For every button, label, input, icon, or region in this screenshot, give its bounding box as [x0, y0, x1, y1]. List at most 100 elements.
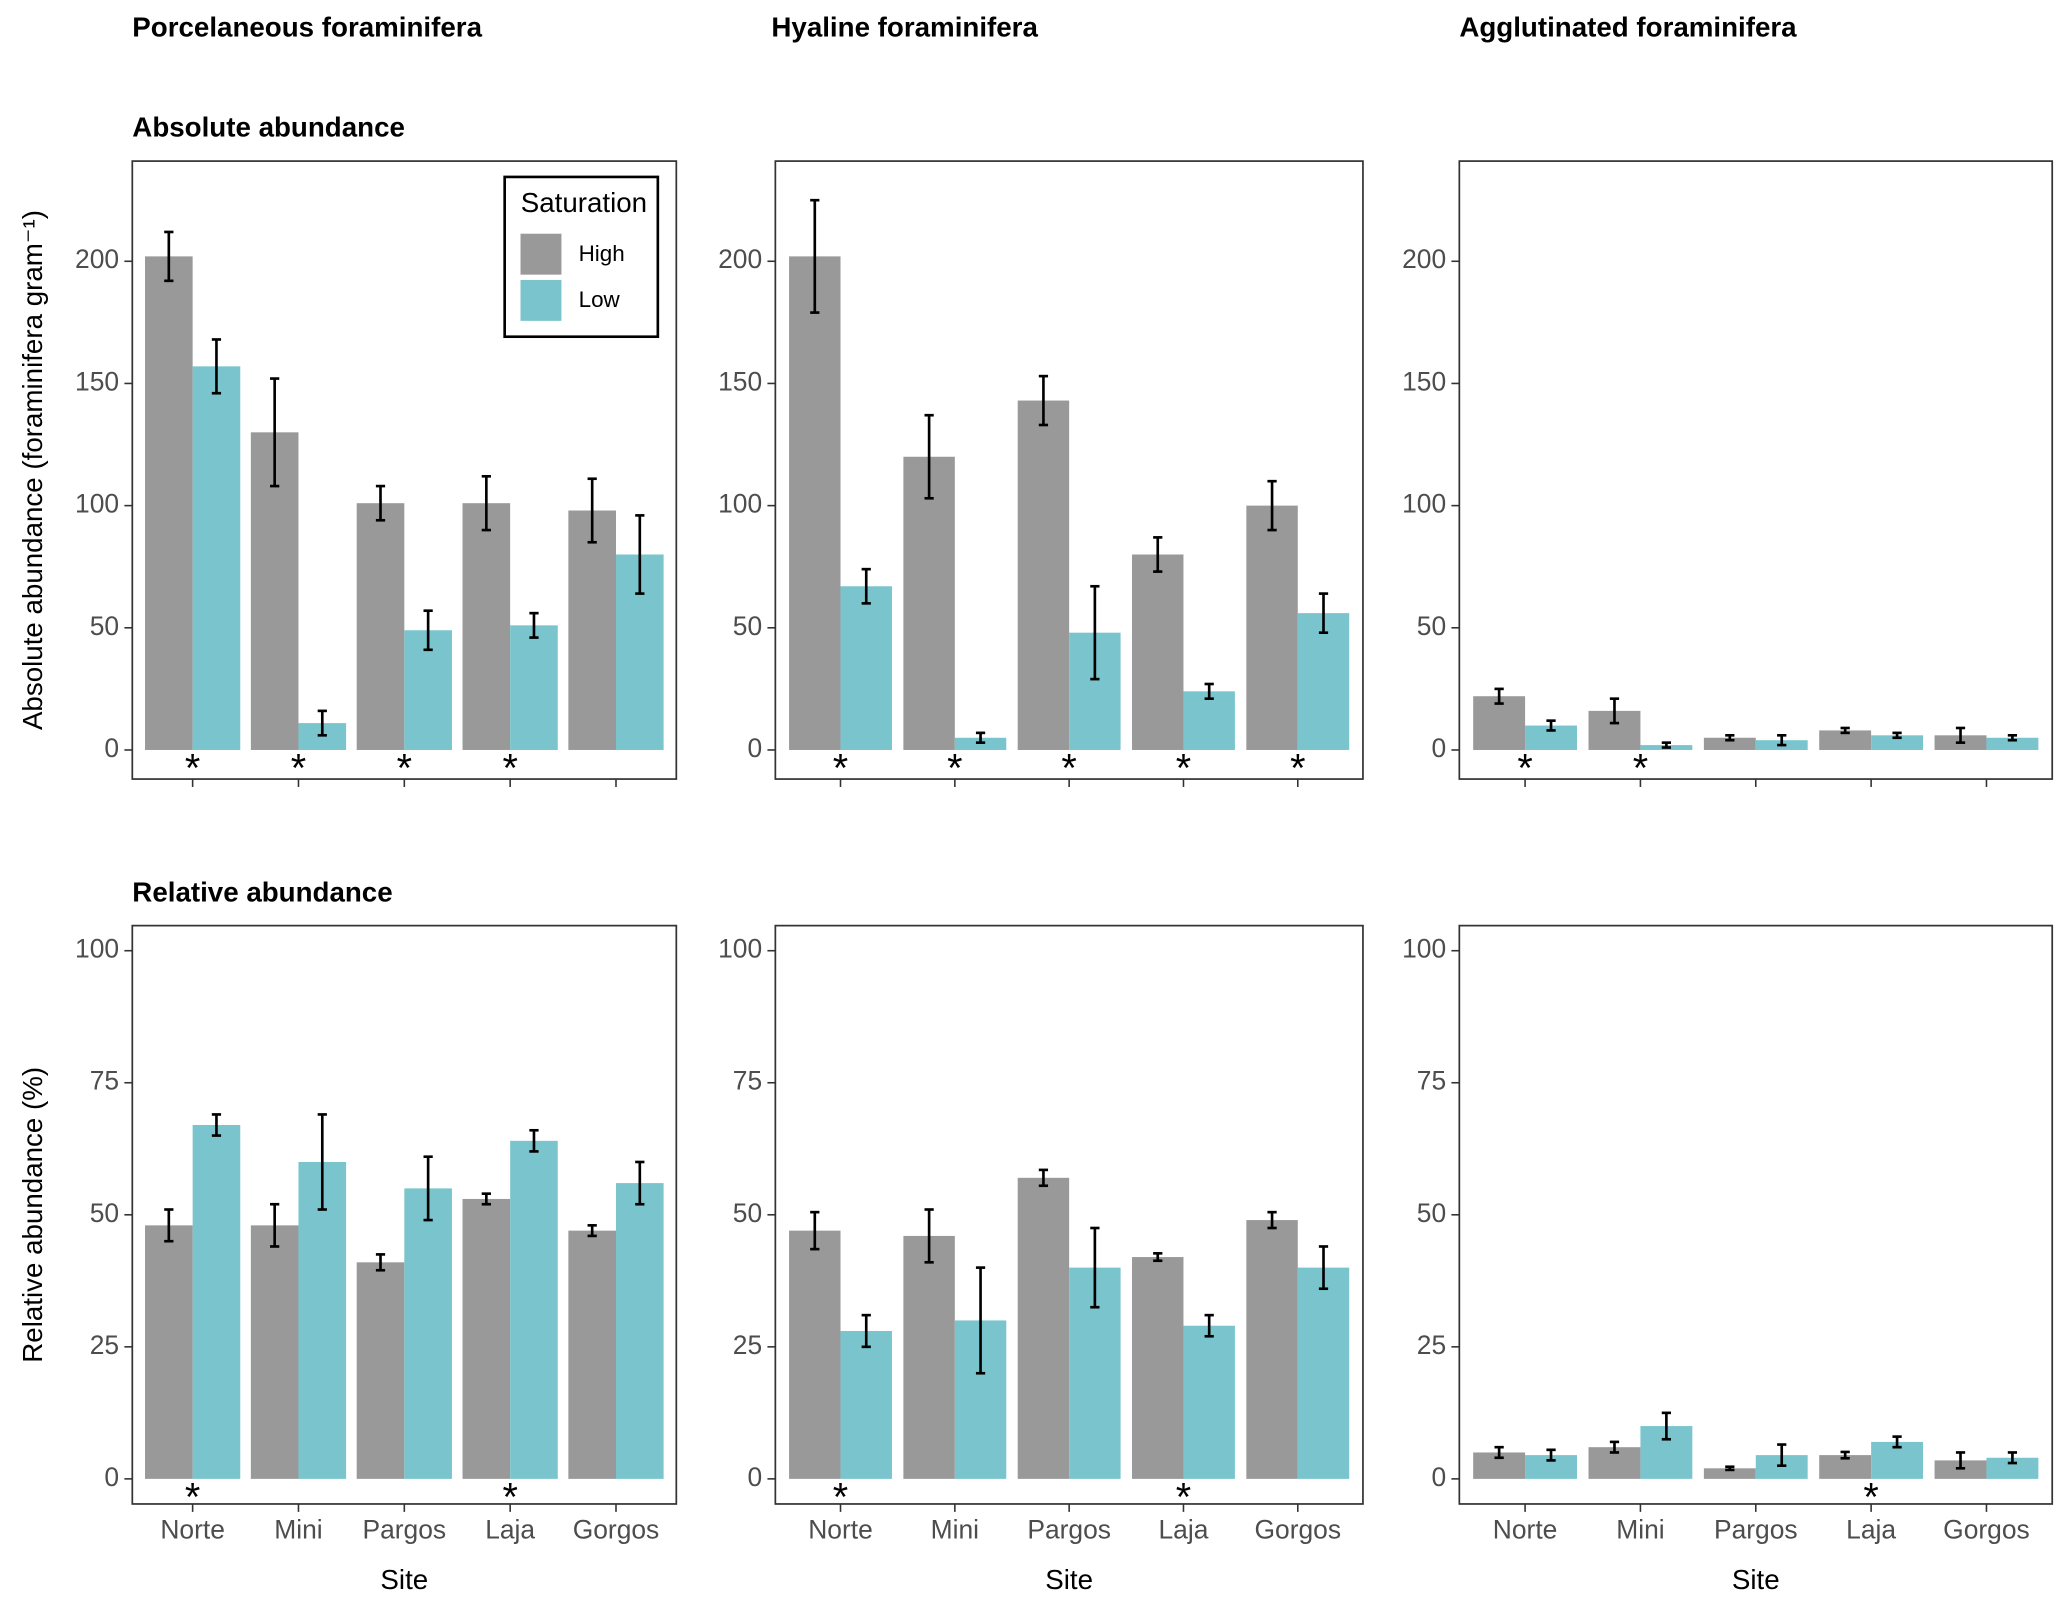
error-bar: [1609, 697, 1620, 725]
panel-border: [774, 924, 1364, 1505]
y-tick-label: 25: [1417, 1330, 1446, 1360]
bar: [1525, 1455, 1577, 1479]
error-bar: [1267, 479, 1277, 532]
legend-label: Low: [579, 287, 621, 312]
significance-marker: *: [1176, 1475, 1191, 1519]
bar: [840, 1330, 892, 1479]
legend-label: High: [579, 241, 625, 266]
significance-marker: *: [833, 1475, 848, 1519]
significance-marker: *: [397, 747, 412, 791]
y-tick-label: 200: [1402, 244, 1446, 274]
x-tick-label: Laja: [1159, 1515, 1209, 1545]
bar: [1183, 691, 1235, 750]
y-tick-label: 200: [718, 244, 762, 274]
x-tick-label: Norte: [160, 1515, 225, 1545]
significance-marker: *: [1863, 1475, 1878, 1519]
bar: [1297, 1267, 1350, 1479]
bar: [840, 586, 892, 750]
bar: [1017, 1177, 1070, 1479]
error-bar: [635, 514, 645, 595]
y-axis-label: Absolute abundance (foraminifera gram⁻¹): [17, 210, 48, 730]
panel-border: [131, 160, 678, 780]
y-tick-label: 50: [733, 1198, 762, 1228]
significance-marker: *: [185, 1475, 200, 1519]
error-bar: [810, 198, 820, 314]
bar: [1986, 737, 2039, 750]
error-bar: [1840, 1450, 1850, 1460]
significance-marker: *: [1061, 747, 1076, 791]
error-bar: [1777, 733, 1787, 747]
error-bar: [975, 731, 986, 744]
error-bar: [481, 474, 491, 532]
bar: [1473, 696, 1526, 750]
y-tick-label: 0: [104, 1462, 119, 1492]
x-tick-label: Mini: [1616, 1515, 1664, 1545]
bar: [145, 1225, 193, 1479]
error-bar: [423, 1155, 433, 1222]
bar: [568, 510, 616, 750]
bar: [789, 1230, 841, 1479]
bar: [1246, 505, 1298, 750]
bar: [250, 1225, 299, 1479]
error-bar: [1318, 1245, 1329, 1291]
error-bar: [1777, 1443, 1787, 1467]
x-axis-label: Site: [380, 1564, 428, 1595]
y-tick-label: 0: [104, 733, 119, 763]
bar: [903, 1235, 955, 1479]
error-bar: [1892, 1435, 1902, 1449]
error-bar: [317, 709, 327, 737]
error-bar: [529, 611, 539, 639]
bar: [615, 1183, 664, 1479]
error-bar: [924, 1208, 934, 1264]
y-tick-label: 100: [1402, 489, 1446, 519]
error-bar: [317, 1113, 327, 1211]
y-tick-label: 200: [75, 244, 119, 274]
error-bar: [1546, 1448, 1556, 1462]
error-bar: [423, 609, 433, 652]
x-tick-label: Laja: [485, 1515, 535, 1545]
y-tick-label: 75: [733, 1066, 762, 1096]
error-bar: [924, 413, 934, 500]
bar: [462, 1198, 511, 1479]
error-bar: [1038, 1168, 1049, 1188]
bar: [1819, 1455, 1872, 1479]
y-tick-label: 100: [718, 934, 762, 964]
y-tick-label: 150: [718, 366, 762, 396]
panel-border: [1458, 924, 2054, 1505]
column-title: Hyaline foraminifera: [771, 11, 1038, 42]
row-title: Relative abundance: [132, 876, 392, 907]
y-tick-label: 25: [733, 1330, 762, 1360]
significance-marker: *: [947, 747, 962, 791]
error-bar: [861, 567, 871, 605]
error-bar: [1090, 1226, 1100, 1309]
error-bar: [2007, 733, 2018, 742]
error-bar: [1204, 682, 1214, 700]
bar: [356, 503, 405, 750]
y-tick-label: 150: [1402, 366, 1446, 396]
error-bar: [164, 230, 174, 283]
bar: [192, 366, 241, 750]
panel-border: [774, 160, 1364, 780]
bar: [356, 1262, 405, 1479]
error-bar: [587, 1224, 597, 1238]
x-tick-label: Gorgos: [1943, 1515, 2030, 1545]
bar: [1986, 1457, 2039, 1479]
error-bar: [1038, 374, 1049, 427]
y-tick-label: 75: [1417, 1066, 1446, 1096]
y-axis-label: Relative abundance (%): [17, 1067, 48, 1363]
x-tick-label: Mini: [931, 1515, 979, 1545]
error-bar: [1840, 726, 1850, 735]
error-bar: [211, 1113, 222, 1137]
x-tick-label: Norte: [808, 1515, 873, 1545]
y-tick-label: 100: [75, 934, 119, 964]
error-bar: [164, 1208, 174, 1243]
error-bar: [211, 338, 222, 395]
error-bar: [587, 477, 597, 544]
legend-title: Saturation: [521, 187, 647, 218]
x-tick-label: Mini: [274, 1515, 322, 1545]
error-bar: [1725, 733, 1735, 742]
bar: [1703, 737, 1756, 750]
y-tick-label: 50: [733, 611, 762, 641]
